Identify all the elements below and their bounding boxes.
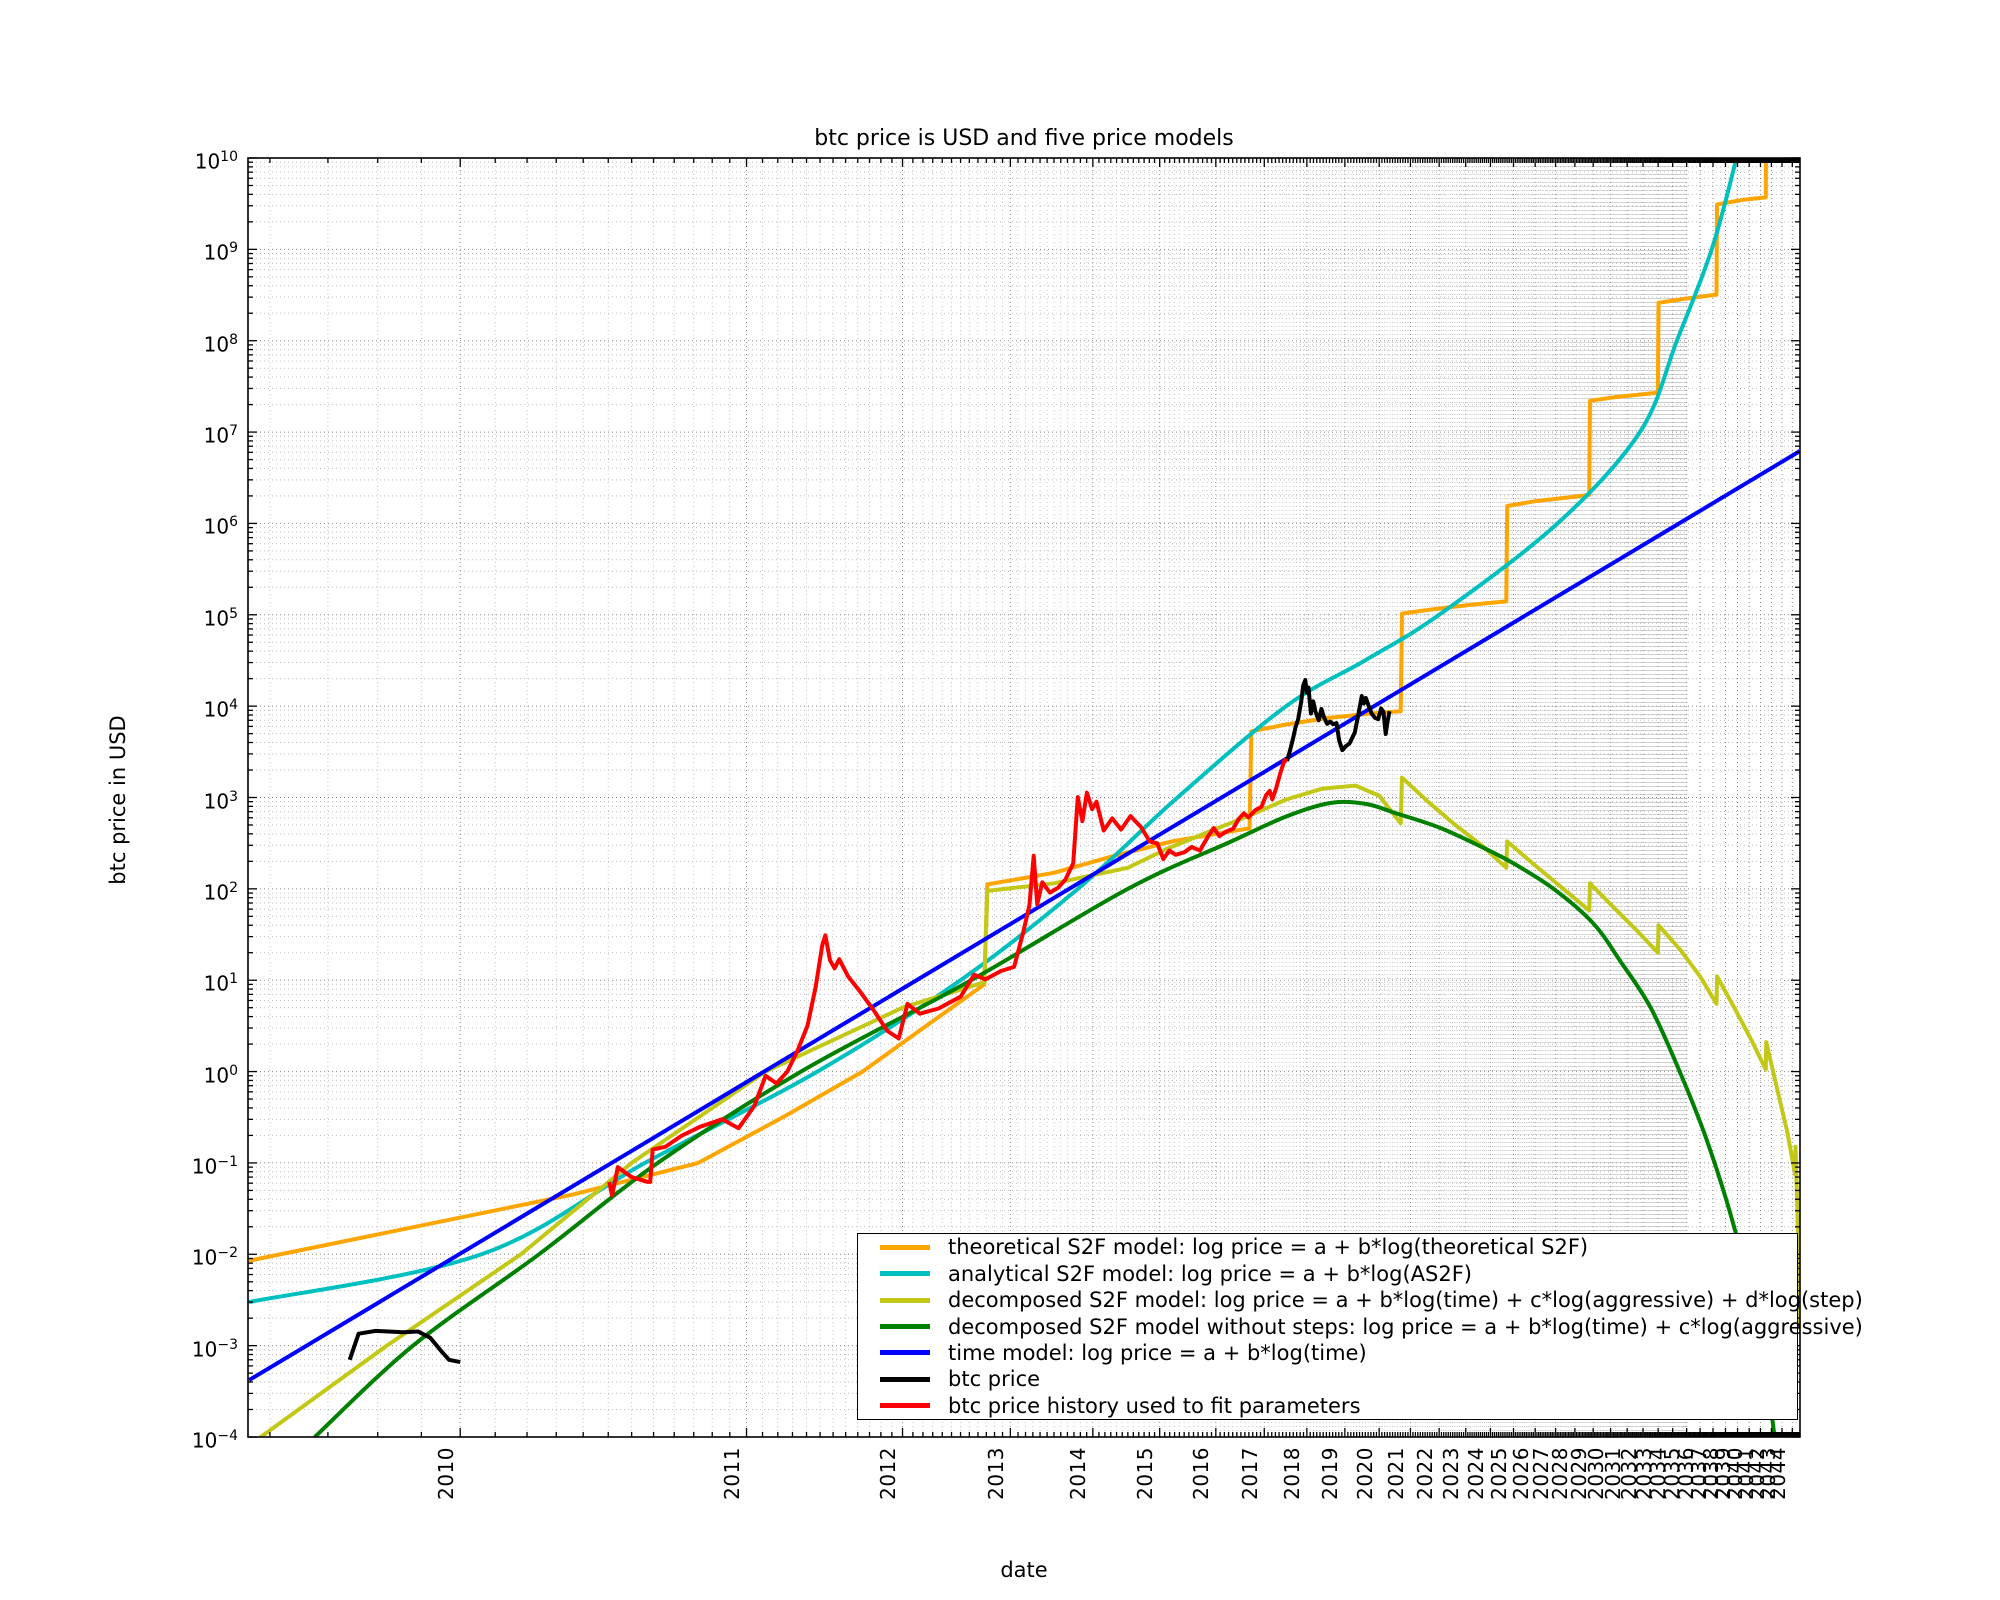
legend-label-theoretical-s2f: theoretical S2F model: log price = a + b…: [948, 1235, 1589, 1260]
y-tick-label-1e5: 105: [203, 605, 238, 631]
legend-item-decomposed-s2f: decomposed S2F model: log price = a + b*…: [858, 1287, 1863, 1313]
y-tick-label-1e4: 104: [203, 697, 238, 722]
x-tick-label-2010: 2010: [433, 1447, 458, 1500]
chart-title: btc price is USD and five price models: [814, 126, 1234, 151]
y-tick-label-1e2: 102: [203, 879, 238, 905]
series-analytical-s2f: [248, 158, 1739, 1305]
x-tick-label-2012: 2012: [876, 1447, 901, 1500]
x-tick-label-2013: 2013: [983, 1447, 1008, 1500]
legend-label-btc-price: btc price: [948, 1367, 1041, 1392]
x-axis-label: date: [1000, 1558, 1048, 1582]
y-tick-label-1e9: 109: [203, 240, 238, 265]
legend-item-decomposed-s2f-no-steps: decomposed S2F model without steps: log …: [858, 1314, 1863, 1340]
legend: theoretical S2F model: log price = a + b…: [857, 1233, 1863, 1420]
legend-swatch-btc-price: [880, 1376, 930, 1382]
series-time-model: [248, 449, 1800, 1382]
series-btc-price: [1285, 678, 1392, 762]
legend-swatch-theoretical-s2f: [880, 1244, 930, 1250]
y-tick-label-1e1: 101: [203, 971, 238, 996]
x-tick-label-2018: 2018: [1280, 1447, 1305, 1500]
series-lines: [248, 158, 1800, 1437]
legend-label-time-model: time model: log price = a + b*log(time): [948, 1340, 1367, 1365]
x-tick-label-2015: 2015: [1133, 1447, 1158, 1500]
legend-item-analytical-s2f: analytical S2F model: log price = a + b*…: [858, 1261, 1797, 1287]
y-tick-label-1e0: 100: [203, 1062, 238, 1088]
legend-label-decomposed-s2f: decomposed S2F model: log price = a + b*…: [948, 1288, 1863, 1313]
y-tick-label-1e-3: 10−3: [191, 1336, 238, 1362]
legend-swatch-analytical-s2f: [880, 1271, 930, 1277]
x-tick-label-2017: 2017: [1237, 1447, 1262, 1500]
x-tick-label-2044: 2044: [1765, 1447, 1790, 1500]
x-tick-label-2014: 2014: [1066, 1447, 1091, 1500]
legend-item-time-model: time model: log price = a + b*log(time): [858, 1340, 1797, 1366]
y-tick-label-1e7: 107: [203, 423, 238, 448]
axes-ticks: [248, 157, 1801, 1438]
y-tick-label-1e-4: 10−4: [191, 1428, 238, 1453]
legend-item-btc-price: btc price: [858, 1366, 1797, 1392]
series-decomposed-s2f: [257, 775, 1800, 1437]
legend-swatch-time-model: [880, 1350, 930, 1356]
y-tick-label-1e10: 1010: [194, 149, 238, 174]
y-tick-label-1e8: 108: [203, 331, 238, 357]
legend-label-btc-price-history: btc price history used to fit parameters: [948, 1393, 1361, 1418]
legend-item-theoretical-s2f: theoretical S2F model: log price = a + b…: [858, 1234, 1797, 1260]
legend-swatch-decomposed-s2f: [880, 1297, 930, 1303]
x-tick-label-2011: 2011: [720, 1447, 745, 1500]
y-tick-label-1e3: 103: [203, 788, 238, 814]
legend-label-decomposed-s2f-no-steps: decomposed S2F model without steps: log …: [948, 1314, 1863, 1339]
x-tick-label-2016: 2016: [1189, 1447, 1214, 1500]
legend-label-analytical-s2f: analytical S2F model: log price = a + b*…: [948, 1261, 1472, 1286]
y-tick-label-1e6: 106: [203, 514, 238, 540]
legend-swatch-btc-price-history: [880, 1403, 930, 1409]
legend-swatch-decomposed-s2f-no-steps: [880, 1324, 930, 1329]
legend-item-btc-price-history: btc price history used to fit parameters: [858, 1393, 1797, 1419]
y-tick-label-1e-1: 10−1: [191, 1153, 238, 1179]
series-decomposed-s2f-no-steps: [313, 799, 1777, 1437]
y-tick-label-1e-2: 10−2: [191, 1245, 238, 1270]
series-btc-price-history: [607, 758, 1288, 1198]
series-btc-price: [347, 1328, 461, 1365]
